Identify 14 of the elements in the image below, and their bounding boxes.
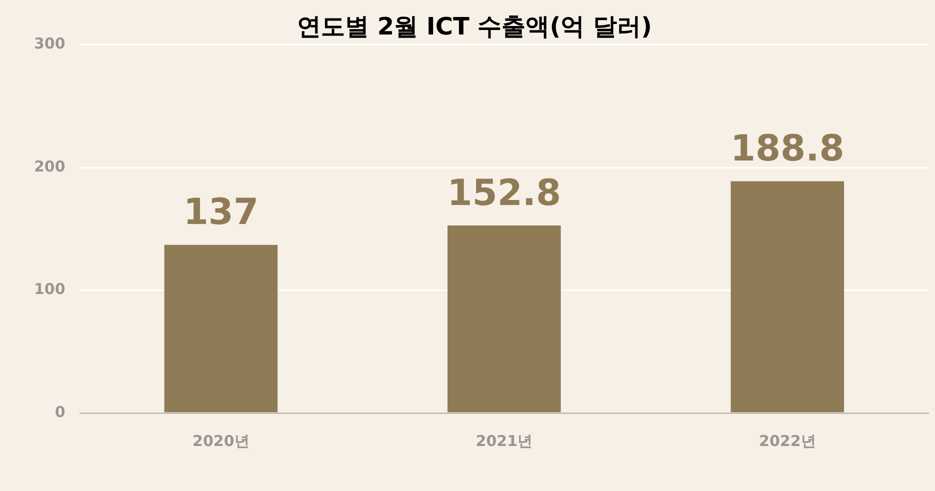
bar xyxy=(448,225,561,412)
bar xyxy=(164,244,278,412)
y-tick-label: 300 xyxy=(34,34,66,53)
x-tick-label: 2020년 xyxy=(192,432,250,450)
x-tick-label: 2021년 xyxy=(476,432,533,450)
y-tick-label: 0 xyxy=(54,402,66,421)
data-label: 188.8 xyxy=(730,128,844,170)
y-tick-label: 100 xyxy=(34,280,66,298)
data-label: 137 xyxy=(183,192,259,234)
chart-title: 연도별 2월 ICT 수출액(억 달러) xyxy=(297,12,652,41)
y-tick-label: 200 xyxy=(34,157,66,176)
x-tick-label: 2022년 xyxy=(759,432,816,450)
data-label: 152.8 xyxy=(447,172,562,214)
bar xyxy=(730,181,844,412)
